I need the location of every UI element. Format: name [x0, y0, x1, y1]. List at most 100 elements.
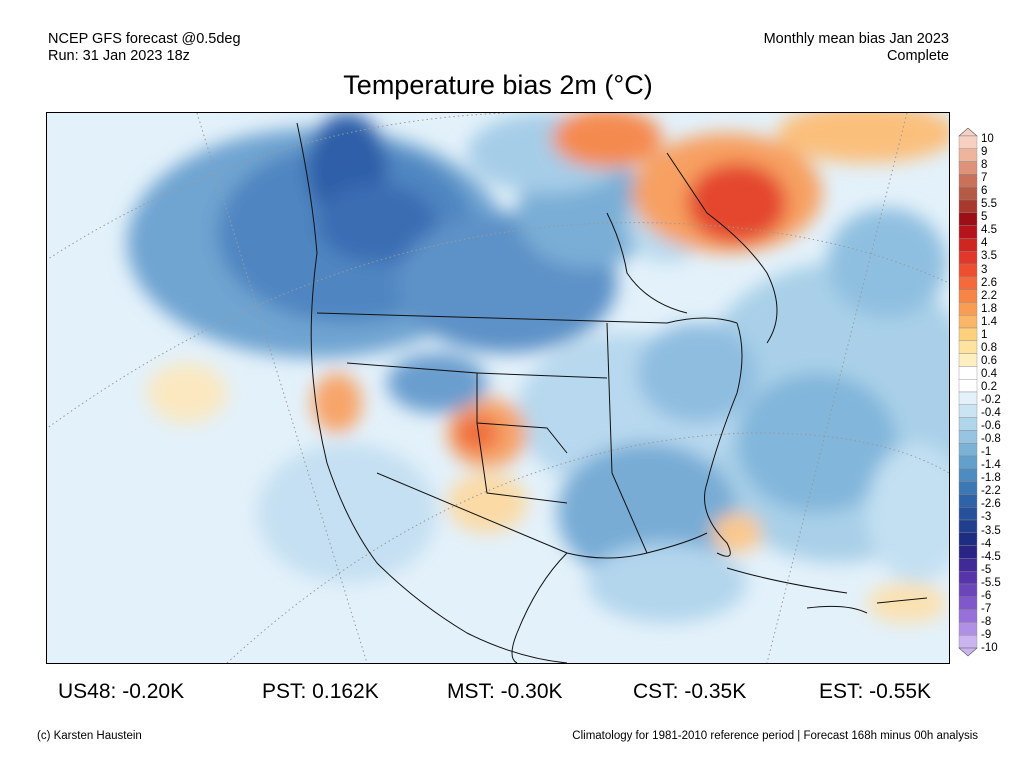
- colorbar-tick-label: -7: [981, 602, 992, 615]
- colorbar-tick-label: 10: [981, 133, 994, 145]
- colorbar-swatch: [958, 302, 978, 316]
- colorbar-swatch: [958, 353, 978, 367]
- colorbar-bottom-arrow: [958, 647, 978, 657]
- colorbar-swatch: [958, 635, 978, 649]
- bias-map-graphic: [47, 113, 949, 663]
- colorbar-swatch: [958, 148, 978, 162]
- colorbar-swatch: [958, 314, 978, 329]
- colorbar-tick-label: -6: [981, 589, 992, 602]
- colorbar-tick-label: -3.5: [981, 524, 1001, 537]
- colorbar-swatch: [958, 340, 978, 354]
- colorbar-tick-label: 9: [981, 146, 988, 159]
- colorbar-swatch: [958, 571, 978, 585]
- colorbar-swatch: [958, 558, 978, 572]
- colorbar-swatch: [958, 199, 978, 214]
- colorbar-tick-label: -5.5: [981, 576, 1001, 589]
- colorbar-swatch: [958, 327, 978, 342]
- map-title: Temperature bias 2m (°C): [343, 70, 653, 100]
- stat-cst: CST: -0.35K: [633, 680, 747, 703]
- graticule: [47, 113, 949, 663]
- colorbar-tick-label: 2.6: [981, 276, 997, 289]
- run-label: Run: 31 Jan 2023 18z: [48, 48, 190, 64]
- colorbar-tick-label: -1.4: [981, 459, 1001, 472]
- colorbar-tick-label: -4.5: [981, 550, 1001, 563]
- colorbar-swatch: [958, 238, 978, 252]
- colorbar-swatch: [958, 212, 978, 226]
- colorbar-tick-label: 0.6: [981, 354, 997, 367]
- stat-us48: US48: -0.20K: [58, 680, 185, 703]
- colorbar-tick-label: 0.4: [981, 367, 997, 380]
- colorbar-swatch: [958, 455, 978, 470]
- header-left: NCEP GFS forecast @0.5deg Run: 31 Jan 20…: [48, 31, 241, 65]
- colorbar-swatch: [958, 225, 978, 239]
- colorbar-tick-label: -0.6: [981, 420, 1001, 433]
- colorbar-swatch: [958, 596, 978, 610]
- colorbar-swatch: [958, 391, 978, 406]
- colorbar-swatch: [958, 378, 978, 393]
- colorbar-swatch: [958, 622, 978, 636]
- status-label: Complete: [886, 48, 949, 64]
- colorbar-tick-label: -9: [981, 628, 992, 641]
- colorbar-swatch: [958, 532, 978, 546]
- colorbar-swatch: [958, 276, 978, 290]
- colorbar-tick-label: 3.5: [981, 250, 997, 263]
- reference-note: Climatology for 1981-2010 reference peri…: [572, 730, 978, 742]
- colorbar-tick-label: 1: [981, 328, 988, 341]
- colorbar-swatch: [958, 443, 978, 457]
- colorbar-tick-label: -4: [981, 537, 992, 550]
- colorbar-swatch: [958, 174, 978, 188]
- colorbar-swatch: [958, 404, 978, 418]
- stat-mst: MST: -0.30K: [447, 680, 563, 703]
- colorbar-tick-label: -5: [981, 563, 992, 576]
- colorbar-swatch: [958, 161, 978, 175]
- stat-est: EST: -0.55K: [819, 680, 932, 703]
- colorbar-tick-label: -0.4: [981, 407, 1001, 420]
- colorbar-swatch: [958, 250, 978, 265]
- colorbar-tick-label: -0.8: [981, 433, 1001, 446]
- colorbar-tick-label: 3: [981, 263, 988, 276]
- colorbar-tick-label: 4: [981, 237, 988, 250]
- colorbar-swatch: [958, 263, 978, 278]
- header-right: Monthly mean bias Jan 2023 Complete: [764, 31, 949, 65]
- bias-field: [127, 113, 949, 623]
- colorbar-swatch: [958, 507, 978, 521]
- colorbar-swatches: [958, 127, 978, 657]
- model-label: NCEP GFS forecast @0.5deg: [48, 31, 241, 47]
- period-label: Monthly mean bias Jan 2023: [763, 31, 949, 47]
- stat-pst: PST: 0.162K: [262, 680, 379, 703]
- boundaries: [296, 122, 928, 663]
- colorbar-swatch: [958, 519, 978, 534]
- colorbar-tick-label: -8: [981, 615, 992, 628]
- colorbar-tick-label: 7: [981, 172, 988, 185]
- colorbar-swatch: [958, 430, 978, 444]
- colorbar-tick-label: 1.8: [981, 302, 997, 315]
- colorbar-tick-label: 1.4: [981, 315, 997, 328]
- colorbar-tick-label: -2.2: [981, 485, 1001, 498]
- colorbar-swatch: [958, 609, 978, 623]
- colorbar-tick-label: 4.5: [981, 224, 997, 237]
- colorbar-tick-label: -2.6: [981, 498, 1001, 511]
- colorbar-swatch: [958, 417, 978, 431]
- colorbar-tick-label: 6: [981, 185, 988, 198]
- colorbar-swatch: [958, 289, 978, 303]
- colorbar-swatch: [958, 187, 978, 201]
- credit-text: (c) Karsten Haustein: [37, 730, 142, 742]
- colorbar-tick-label: -10: [981, 641, 998, 654]
- colorbar-swatch: [958, 468, 978, 482]
- colorbar-tick-label: 5.5: [981, 198, 997, 211]
- colorbar-swatch: [958, 583, 978, 598]
- bias-map: [46, 112, 950, 664]
- colorbar-swatch: [958, 494, 978, 508]
- colorbar-swatch: [958, 545, 978, 559]
- colorbar: 10 9 8 7 6 5.5 5 4.5 4 3.5 3 2.6 2.2 1.8 1.4 1 0.8 0.6 0.4…: [958, 127, 1001, 663]
- colorbar-tick-label: 0.8: [981, 341, 997, 354]
- colorbar-tick-label: -1: [981, 446, 992, 459]
- colorbar-tick-label: -0.2: [981, 394, 1001, 406]
- colorbar-tick-label: 2.2: [981, 289, 997, 302]
- colorbar-tick-label: 5: [981, 211, 988, 224]
- colorbar-tick-label: 8: [981, 159, 988, 172]
- colorbar-tick-label: 0.2: [981, 380, 997, 393]
- colorbar-tick-label: -1.8: [981, 472, 1001, 485]
- colorbar-tick-label: -3: [981, 511, 992, 524]
- colorbar-top-arrow: [958, 127, 978, 137]
